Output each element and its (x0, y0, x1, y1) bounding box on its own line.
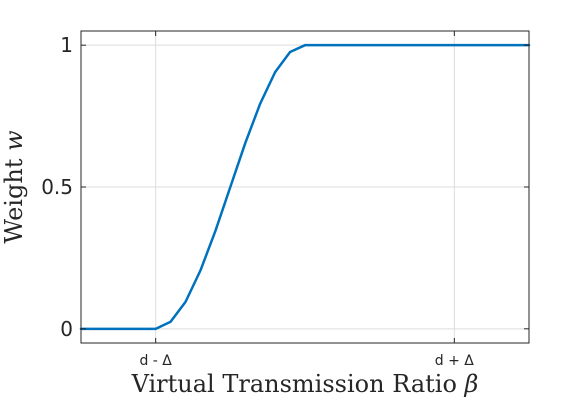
x-axis-label-text: Virtual Transmission Ratio (131, 370, 457, 398)
y-axis-label: Weight w (0, 130, 28, 244)
x-tick-label: d - Δ (139, 353, 172, 369)
y-tick-label: 1 (60, 33, 73, 57)
x-axis-label-symbol: β (464, 370, 479, 398)
y-tick-label: 0.5 (41, 175, 73, 199)
series-line (79, 43, 531, 331)
x-tick-label: d + Δ (435, 353, 475, 369)
ticks: d - Δ d + Δ 0 0.5 1 (41, 31, 529, 369)
y-axis-label-symbol: w (0, 130, 28, 151)
plot-area (79, 43, 531, 331)
grid-lines (81, 31, 529, 343)
y-axis-label-text: Weight (0, 158, 28, 243)
y-tick-label: 0 (60, 317, 73, 341)
x-axis-label: Virtual Transmission Ratio β (131, 370, 479, 398)
